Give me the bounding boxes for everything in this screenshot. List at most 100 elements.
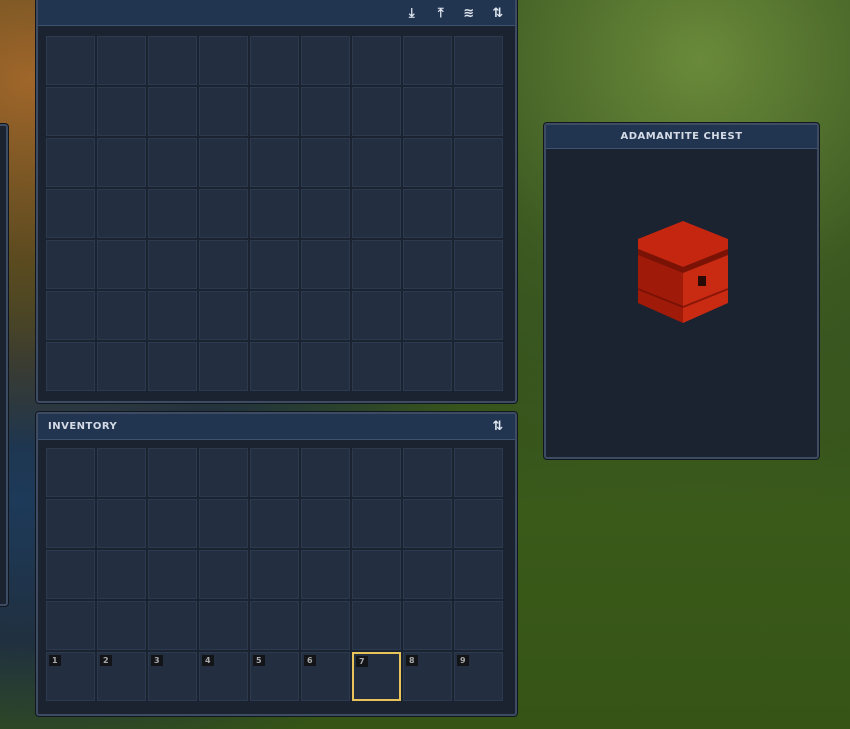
inventory-slot[interactable]	[97, 448, 146, 497]
hotbar-slot-9[interactable]: 9	[454, 652, 503, 701]
inventory-slot[interactable]	[46, 138, 95, 187]
inventory-slot[interactable]	[301, 138, 350, 187]
inventory-slot[interactable]	[148, 240, 197, 289]
inventory-slot[interactable]	[46, 189, 95, 238]
download-icon[interactable]: ⤓	[408, 6, 416, 21]
inventory-slot[interactable]	[352, 550, 401, 599]
inventory-slot[interactable]	[454, 87, 503, 136]
inventory-slot[interactable]	[148, 499, 197, 548]
inventory-slot[interactable]	[454, 138, 503, 187]
inventory-slot[interactable]	[46, 342, 95, 391]
inventory-slot[interactable]	[148, 87, 197, 136]
inventory-slot[interactable]	[352, 601, 401, 650]
inventory-slot[interactable]	[352, 499, 401, 548]
inventory-slot[interactable]	[403, 87, 452, 136]
inventory-slot[interactable]	[250, 291, 299, 340]
inventory-slot[interactable]	[97, 138, 146, 187]
inventory-slot[interactable]	[148, 36, 197, 85]
inventory-slot[interactable]	[97, 240, 146, 289]
inventory-slot[interactable]	[301, 189, 350, 238]
inventory-slot[interactable]	[250, 448, 299, 497]
inventory-slot[interactable]	[454, 342, 503, 391]
inventory-slot[interactable]	[301, 601, 350, 650]
inventory-slot[interactable]	[199, 240, 248, 289]
inventory-slot[interactable]	[97, 550, 146, 599]
hotbar-slot-8[interactable]: 8	[403, 652, 452, 701]
inventory-slot[interactable]	[199, 138, 248, 187]
inventory-slot[interactable]	[250, 36, 299, 85]
inventory-slot[interactable]	[403, 499, 452, 548]
inventory-slot[interactable]	[403, 240, 452, 289]
inventory-slot[interactable]	[250, 342, 299, 391]
inventory-slot[interactable]	[250, 240, 299, 289]
inventory-slot[interactable]	[46, 550, 95, 599]
inventory-slot[interactable]	[301, 550, 350, 599]
inventory-slot[interactable]	[46, 499, 95, 548]
inventory-slot[interactable]	[199, 189, 248, 238]
inventory-slot[interactable]	[352, 87, 401, 136]
inventory-slot[interactable]	[97, 601, 146, 650]
inventory-slot[interactable]	[46, 448, 95, 497]
inventory-slot[interactable]	[301, 87, 350, 136]
inventory-slot[interactable]	[352, 342, 401, 391]
inventory-slot[interactable]	[199, 601, 248, 650]
inventory-slot[interactable]	[352, 291, 401, 340]
inventory-slot[interactable]	[97, 499, 146, 548]
inventory-slot[interactable]	[301, 499, 350, 548]
inventory-slot[interactable]	[403, 36, 452, 85]
inventory-slot[interactable]	[199, 499, 248, 548]
inventory-slot[interactable]	[199, 36, 248, 85]
inventory-slot[interactable]	[301, 291, 350, 340]
layers-icon[interactable]: ≋	[463, 6, 475, 21]
inventory-slot[interactable]	[352, 189, 401, 238]
inventory-slot[interactable]	[454, 499, 503, 548]
inventory-slot[interactable]	[250, 87, 299, 136]
inventory-slot[interactable]	[454, 189, 503, 238]
inventory-slot[interactable]	[46, 36, 95, 85]
inventory-slot[interactable]	[352, 36, 401, 85]
inventory-slot[interactable]	[46, 291, 95, 340]
hotbar-slot-5[interactable]: 5	[250, 652, 299, 701]
inventory-slot[interactable]	[148, 138, 197, 187]
hotbar-slot-6[interactable]: 6	[301, 652, 350, 701]
hotbar-slot-4[interactable]: 4	[199, 652, 248, 701]
inventory-slot[interactable]	[403, 189, 452, 238]
upload-icon[interactable]: ⤒	[437, 6, 445, 21]
inventory-slot[interactable]	[199, 550, 248, 599]
inventory-slot[interactable]	[454, 448, 503, 497]
inventory-slot[interactable]	[250, 138, 299, 187]
inventory-slot[interactable]	[199, 342, 248, 391]
inventory-slot[interactable]	[352, 138, 401, 187]
hotbar-slot-1[interactable]: 1	[46, 652, 95, 701]
inventory-slot[interactable]	[148, 601, 197, 650]
inventory-slot[interactable]	[352, 448, 401, 497]
inventory-slot[interactable]	[250, 550, 299, 599]
inventory-slot[interactable]	[46, 601, 95, 650]
inventory-slot[interactable]	[403, 291, 452, 340]
inventory-slot[interactable]	[301, 36, 350, 85]
inventory-slot[interactable]	[454, 240, 503, 289]
inventory-slot[interactable]	[403, 601, 452, 650]
inventory-slot[interactable]	[148, 550, 197, 599]
hotbar-slot-7[interactable]: 7	[352, 652, 401, 701]
inventory-slot[interactable]	[199, 87, 248, 136]
inventory-slot[interactable]	[403, 138, 452, 187]
inventory-slot[interactable]	[454, 36, 503, 85]
inventory-slot[interactable]	[199, 291, 248, 340]
inventory-slot[interactable]	[97, 36, 146, 85]
inventory-slot[interactable]	[199, 448, 248, 497]
sort-icon[interactable]: ⇅	[492, 419, 504, 434]
inventory-slot[interactable]	[301, 240, 350, 289]
inventory-slot[interactable]	[301, 448, 350, 497]
sort-icon[interactable]: ⇅	[492, 6, 504, 21]
inventory-slot[interactable]	[46, 240, 95, 289]
inventory-slot[interactable]	[454, 550, 503, 599]
inventory-slot[interactable]	[454, 291, 503, 340]
inventory-slot[interactable]	[250, 189, 299, 238]
hotbar-slot-2[interactable]: 2	[97, 652, 146, 701]
inventory-slot[interactable]	[97, 342, 146, 391]
inventory-slot[interactable]	[148, 189, 197, 238]
inventory-slot[interactable]	[97, 87, 146, 136]
inventory-slot[interactable]	[250, 499, 299, 548]
inventory-slot[interactable]	[148, 448, 197, 497]
